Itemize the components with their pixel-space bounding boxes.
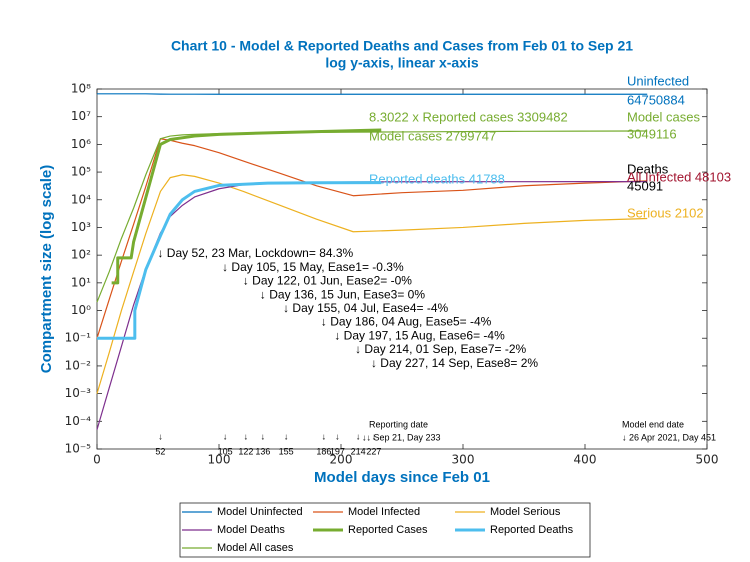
marker-arrow: ↓ — [223, 431, 228, 441]
x-tick-label: 200 — [330, 453, 353, 467]
chart-subtitle: log y-axis, linear x-axis — [325, 55, 479, 71]
marker-label: ↓ Day 136, 15 Jun, Ease3= 0% — [260, 287, 425, 301]
marker-day: 197 — [330, 446, 345, 456]
x-tick-label: 500 — [696, 453, 719, 467]
legend-label: Model All cases — [217, 542, 294, 554]
annotation: 45091 — [627, 178, 663, 193]
marker-arrow: ↓ — [158, 431, 163, 441]
annotation: Model end date — [622, 419, 684, 429]
legend-label: Model Serious — [490, 506, 561, 518]
x-tick-label: 300 — [452, 453, 475, 467]
marker-label: ↓ Day 227, 14 Sep, Ease8= 2% — [371, 356, 538, 370]
series-line — [96, 130, 648, 303]
annotation: 8.3022 x Reported cases 3309482 — [369, 109, 568, 124]
series-line — [96, 138, 648, 339]
annotation: ↓ 26 Apr 2021, Day 451 — [622, 432, 716, 442]
marker-day: 227 — [366, 446, 381, 456]
y-tick-label: 10⁰ — [71, 303, 91, 317]
marker-label: ↓ Day 214, 01 Sep, Ease7= -2% — [355, 342, 526, 356]
chart-title: Chart 10 - Model & Reported Deaths and C… — [171, 38, 633, 54]
annotation: Reported deaths 41788 — [369, 171, 505, 186]
y-tick-label: 10⁻⁵ — [65, 442, 92, 456]
marker-arrow: ↓ — [322, 431, 327, 441]
marker-label: ↓ Day 52, 23 Mar, Lockdown= 84.3% — [157, 246, 353, 260]
plot-box — [96, 88, 708, 450]
y-tick-label: 10⁶ — [71, 137, 91, 151]
marker-arrow: ↓ — [335, 431, 340, 441]
marker-label: ↓ Day 186, 04 Aug, Ease5= -4% — [321, 315, 492, 329]
legend-label: Model Deaths — [217, 524, 285, 536]
marker-arrow: ↓ — [356, 431, 361, 441]
y-tick-label: 10⁸ — [71, 82, 91, 96]
marker-label: ↓ Day 105, 15 May, Ease1= -0.3% — [222, 260, 404, 274]
annotation: ↓↓ Sep 21, Day 233 — [362, 432, 441, 442]
marker-day: 136 — [255, 446, 270, 456]
x-tick-label: 0 — [93, 453, 101, 467]
annotation: All Infected 48103 — [627, 169, 731, 184]
marker-day: 52 — [155, 446, 165, 456]
legend-label: Reported Cases — [348, 524, 428, 536]
y-tick-label: 10⁵ — [71, 165, 91, 179]
legend-box — [179, 502, 591, 558]
annotation: Deaths — [627, 161, 669, 176]
y-tick-label: 10⁻² — [65, 358, 92, 372]
y-tick-label: 10³ — [71, 220, 91, 234]
annotation: 3049116 — [627, 126, 677, 141]
legend-label: Model Uninfected — [217, 506, 303, 518]
annotation: Model cases — [627, 109, 700, 124]
annotation: Uninfected — [627, 73, 689, 88]
marker-arrow: ↓ — [372, 431, 377, 441]
marker-day: 122 — [238, 446, 253, 456]
legend-label: Reported Deaths — [490, 524, 574, 536]
y-tick-label: 10⁻¹ — [65, 331, 92, 345]
series-line — [111, 128, 382, 285]
y-tick-label: 10⁴ — [71, 192, 91, 206]
legend-label: Model Infected — [348, 506, 420, 518]
y-axis-label: Compartment size (log scale) — [38, 165, 55, 373]
marker-day: 186 — [316, 446, 331, 456]
annotation: Reporting date — [369, 419, 428, 429]
annotation: 64750884 — [627, 92, 685, 107]
y-tick-label: 10⁻⁴ — [65, 414, 92, 428]
x-tick-label: 100 — [208, 453, 231, 467]
annotation: Serious 2102 — [627, 205, 704, 220]
marker-label: ↓ Day 197, 15 Aug, Ease6= -4% — [334, 328, 505, 342]
marker-arrow: ↓ — [284, 431, 289, 441]
x-tick-label: 400 — [574, 453, 597, 467]
marker-day: 105 — [218, 446, 233, 456]
marker-day: 214 — [351, 446, 366, 456]
y-tick-label: 10¹ — [71, 275, 91, 289]
y-tick-label: 10² — [71, 248, 91, 262]
series-line — [96, 181, 648, 430]
marker-label: ↓ Day 122, 01 Jun, Ease2= -0% — [243, 274, 412, 288]
marker-day: 155 — [279, 446, 294, 456]
marker-arrow: ↓ — [244, 431, 249, 441]
y-tick-label: 10⁷ — [71, 109, 91, 123]
annotation: Model cases 2799747 — [369, 128, 496, 143]
y-tick-label: 10⁻³ — [65, 386, 92, 400]
marker-label: ↓ Day 155, 04 Jul, Ease4= -4% — [283, 301, 448, 315]
series-line — [96, 174, 648, 394]
marker-arrow: ↓ — [261, 431, 266, 441]
series-line — [97, 181, 382, 340]
x-axis-label: Model days since Feb 01 — [314, 469, 490, 486]
